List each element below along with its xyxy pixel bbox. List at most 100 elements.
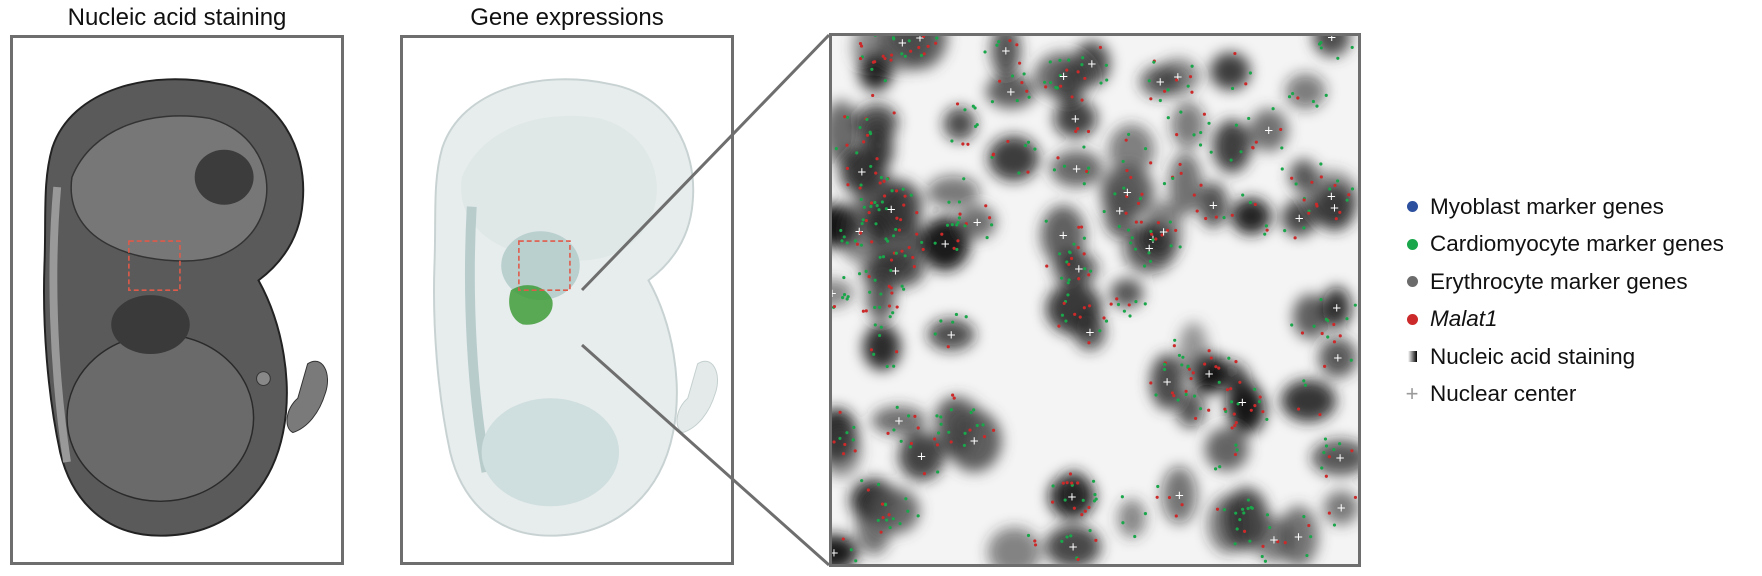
transcript-dot (1167, 495, 1172, 500)
transcript-dot (919, 53, 924, 58)
transcript-dot (888, 525, 892, 530)
nuclear-center-marker: + (1006, 84, 1016, 98)
transcript-dot (935, 443, 940, 447)
transcript-dot (926, 44, 930, 48)
transcript-dot (990, 100, 995, 104)
nucleus-blob (943, 107, 976, 141)
transcript-dot (1213, 467, 1218, 471)
transcript-dot (916, 514, 920, 518)
transcript-dot (1350, 449, 1354, 453)
transcript-dot (1190, 90, 1194, 94)
transcript-dot (939, 319, 943, 323)
transcript-dot (955, 247, 959, 251)
transcript-dot (1098, 329, 1102, 333)
transcript-dot (1302, 379, 1306, 383)
transcript-dot (916, 426, 920, 430)
transcript-dot (1018, 61, 1022, 65)
transcript-dot (883, 502, 888, 506)
transcript-dot (973, 106, 977, 110)
transcript-dot (1246, 498, 1250, 502)
transcript-dot (1174, 228, 1178, 232)
transcript-dot (1065, 260, 1069, 264)
embryo-staining-image (43, 78, 328, 537)
transcript-dot (1230, 426, 1234, 430)
transcript-dot (1276, 539, 1280, 544)
transcript-dot (878, 305, 882, 309)
nucleus-blob (1312, 36, 1351, 57)
transcript-dot (1279, 127, 1283, 132)
transcript-dot (1336, 179, 1340, 183)
transcript-dot (857, 272, 862, 276)
transcript-dot (975, 123, 979, 127)
transcript-dot (870, 240, 874, 244)
transcript-dot (899, 439, 903, 443)
nuclear-center-marker: + (1059, 69, 1069, 83)
transcript-dot (1249, 408, 1253, 412)
transcript-dot (1122, 309, 1126, 313)
transcript-dot (1094, 497, 1098, 501)
transcript-dot (920, 240, 924, 244)
transcript-dot (865, 133, 870, 137)
transcript-dot (859, 44, 864, 48)
transcript-dot (886, 239, 890, 243)
nuclear-center-marker: + (1264, 123, 1274, 137)
transcript-dot (1073, 312, 1077, 316)
nucleus-blob (1108, 124, 1155, 176)
transcript-dot (1250, 506, 1254, 510)
transcript-dot (1060, 313, 1065, 317)
transcript-dot (1150, 232, 1154, 236)
staining-image-panel (10, 35, 344, 565)
transcript-dot (1332, 340, 1337, 344)
transcript-dot (1336, 56, 1340, 60)
nucleus-blob (926, 176, 980, 209)
transcript-dot (1280, 167, 1284, 171)
transcript-dot (1069, 534, 1073, 538)
transcript-dot (869, 132, 873, 136)
transcript-dot (1230, 213, 1234, 217)
transcript-dot (1062, 164, 1067, 168)
transcript-dot (1082, 145, 1086, 149)
gene-expression-image (433, 78, 718, 537)
transcript-dot (1323, 364, 1327, 368)
transcript-dot (1319, 175, 1323, 179)
nucleus-blob (920, 216, 970, 271)
transcript-dot (838, 436, 842, 440)
transcript-dot (1087, 341, 1091, 345)
transcript-dot (1067, 278, 1071, 282)
transcript-dot (870, 67, 874, 71)
transcript-dot (1054, 85, 1058, 90)
transcript-dot (1080, 98, 1084, 102)
transcript-dot (1026, 170, 1030, 174)
transcript-dot (1263, 559, 1268, 563)
transcript-dot (1127, 132, 1131, 136)
transcript-dot (897, 228, 902, 232)
transcript-dot (1234, 421, 1238, 425)
transcript-dot (1083, 76, 1087, 80)
transcript-dot (912, 265, 916, 269)
nuclear-center-marker: + (1115, 203, 1125, 217)
transcript-dot (1125, 194, 1129, 198)
nuclear-center-marker: + (832, 546, 839, 560)
transcript-dot (966, 142, 970, 146)
transcript-dot (1234, 443, 1238, 447)
transcript-dot (1244, 82, 1248, 86)
transcript-dot (1166, 88, 1170, 92)
transcript-dot (936, 431, 941, 435)
transcript-dot (845, 241, 849, 245)
transcript-dot (1088, 529, 1092, 533)
transcript-dot (873, 323, 877, 327)
transcript-dot (832, 440, 836, 444)
transcript-dot (997, 40, 1001, 44)
transcript-dot (1318, 412, 1322, 417)
nucleus-blob (934, 396, 983, 439)
transcript-dot (1026, 140, 1031, 144)
nucleus-blob (1212, 119, 1252, 173)
transcript-dot (1315, 104, 1319, 108)
transcript-dot (1105, 78, 1109, 82)
nucleus-blob (1210, 52, 1251, 91)
transcript-dot (858, 186, 862, 190)
transcript-dot (1022, 72, 1026, 76)
transcript-dot (961, 142, 965, 146)
transcript-dot (936, 470, 940, 474)
transcript-dot (956, 220, 960, 225)
